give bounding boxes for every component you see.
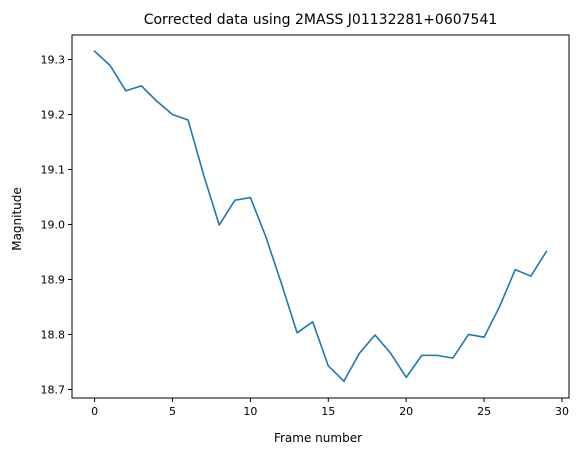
x-tick-label: 30 <box>555 405 569 418</box>
y-tick-label: 19.3 <box>41 53 66 66</box>
x-axis-label: Frame number <box>274 431 362 445</box>
plot-area: 0 5 10 15 20 25 30 18.7 18.8 18.9 19.0 19.1 19.2 19.… <box>41 34 570 418</box>
x-tick-label: 25 <box>477 405 491 418</box>
x-axis-ticks: 0 5 10 15 20 25 30 <box>91 398 569 418</box>
y-tick-label: 19.2 <box>41 108 66 121</box>
y-axis-label: Magnitude <box>10 187 24 251</box>
x-tick-label: 15 <box>321 405 335 418</box>
series-line-0 <box>93 50 548 383</box>
y-tick-label: 18.8 <box>41 328 66 341</box>
y-tick-label: 19.0 <box>41 218 66 231</box>
y-tick-label: 18.7 <box>41 383 66 396</box>
y-tick-label: 19.1 <box>41 163 66 176</box>
chart-title: Corrected data using 2MASS J01132281+060… <box>144 12 498 28</box>
axes-frame <box>71 34 570 399</box>
series-layer <box>93 50 548 383</box>
y-axis-ticks: 18.7 18.8 18.9 19.0 19.1 19.2 19.3 <box>41 53 72 396</box>
x-tick-label: 5 <box>169 405 176 418</box>
y-tick-label: 18.9 <box>41 273 66 286</box>
x-tick-label: 0 <box>91 405 98 418</box>
x-tick-label: 20 <box>399 405 413 418</box>
x-tick-label: 10 <box>243 405 257 418</box>
